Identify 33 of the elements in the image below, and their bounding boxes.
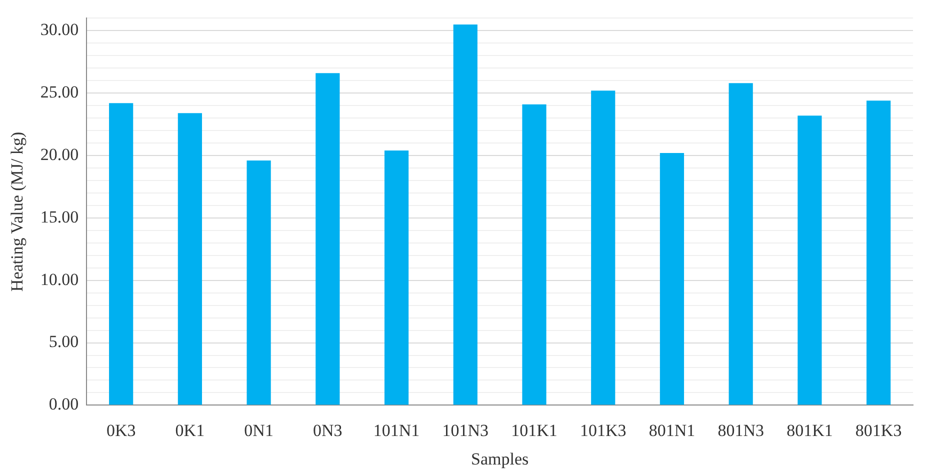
x-tick-label: 801K1 [786, 420, 833, 440]
x-tick-label: 801K3 [855, 420, 902, 440]
y-tick-label: 30.00 [40, 20, 79, 40]
bar [246, 160, 271, 405]
x-tick-label: 0K1 [175, 420, 205, 440]
bar [453, 24, 478, 405]
y-tick-label: 25.00 [40, 82, 79, 102]
x-tick-label: 101N3 [442, 420, 489, 440]
x-tick-label: 0K3 [106, 420, 136, 440]
x-tick-label: 101N1 [373, 420, 420, 440]
bar [178, 113, 202, 405]
bar [109, 103, 134, 405]
y-tick-label: 0.00 [48, 394, 79, 414]
bar [384, 150, 409, 405]
bar [866, 100, 891, 405]
bar [522, 104, 546, 405]
bar [316, 73, 340, 405]
bar [798, 116, 822, 405]
x-tick-label: 101K3 [580, 420, 626, 440]
y-tick-label: 5.00 [48, 332, 79, 352]
bar [728, 83, 753, 405]
y-axis-title: Heating Value (MJ/ kg) [8, 132, 27, 292]
x-tick-label: 801N1 [648, 420, 696, 440]
x-axis-title: Samples [471, 449, 529, 468]
bar [660, 153, 684, 405]
x-tick-label: 801N3 [718, 420, 764, 440]
x-tick-label: 101K1 [511, 420, 558, 440]
y-tick-label: 20.00 [40, 144, 79, 164]
y-tick-label: 10.00 [40, 270, 79, 289]
y-tick-label: 15.00 [40, 207, 79, 226]
x-tick-label: 0N3 [313, 420, 342, 440]
x-tick-label: 0N1 [244, 420, 274, 440]
bar [591, 90, 616, 405]
